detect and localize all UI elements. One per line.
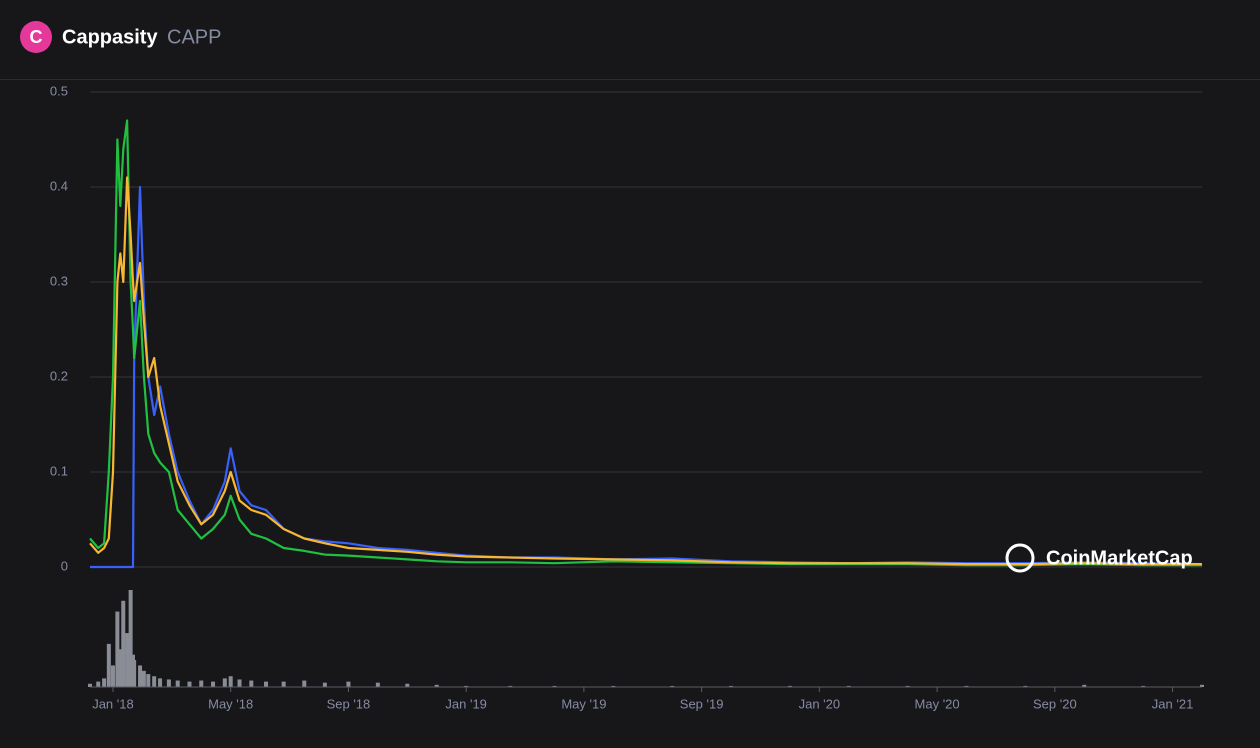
volume-bar bbox=[152, 676, 157, 687]
volume-bar bbox=[106, 643, 111, 687]
volume-bar bbox=[199, 680, 204, 687]
volume-bar bbox=[405, 683, 410, 687]
volume-bar bbox=[346, 681, 351, 687]
x-tick-label: Jan '20 bbox=[799, 696, 841, 711]
volume-bar bbox=[508, 685, 513, 687]
volume-bar bbox=[146, 674, 151, 687]
volume-bar bbox=[138, 665, 143, 687]
volume-bar bbox=[187, 681, 192, 687]
logo-letter: C bbox=[30, 27, 43, 47]
volume-bar bbox=[237, 679, 242, 687]
volume-bar bbox=[964, 685, 969, 687]
volume-bar bbox=[302, 680, 307, 687]
volume-bar bbox=[611, 685, 616, 687]
volume-bar bbox=[175, 680, 180, 687]
volume-bar bbox=[434, 684, 439, 687]
x-tick-label: May '20 bbox=[915, 696, 960, 711]
volume-bar bbox=[264, 681, 269, 687]
y-tick-label: 0.4 bbox=[50, 178, 68, 193]
y-tick-label: 0 bbox=[61, 558, 68, 573]
y-tick-label: 0.5 bbox=[50, 83, 68, 98]
x-tick-label: May '19 bbox=[561, 696, 606, 711]
volume-bar bbox=[1200, 684, 1204, 687]
volume-bar bbox=[158, 678, 163, 687]
y-tick-label: 0.3 bbox=[50, 273, 68, 288]
volume-bar bbox=[166, 679, 171, 687]
volume-bar bbox=[125, 633, 130, 687]
volume-bar bbox=[249, 680, 254, 687]
volume-bar bbox=[322, 682, 327, 687]
volume-bar bbox=[222, 678, 227, 687]
y-tick-label: 0.2 bbox=[50, 368, 68, 383]
volume-bar bbox=[88, 683, 92, 687]
logo-circle bbox=[20, 21, 52, 53]
volume-bar bbox=[228, 676, 233, 687]
volume-bar bbox=[281, 681, 286, 687]
volume-bar bbox=[115, 611, 120, 687]
volume-bar bbox=[141, 670, 146, 687]
watermark-icon bbox=[1005, 543, 1035, 573]
volume-bar bbox=[211, 681, 216, 687]
watermark-text: CoinMarketCap bbox=[1046, 547, 1193, 569]
volume-bar bbox=[905, 685, 910, 687]
volume-bar bbox=[787, 685, 792, 687]
x-tick-label: Sep '20 bbox=[1033, 696, 1077, 711]
volume-bar bbox=[110, 665, 115, 687]
x-tick-label: Jan '21 bbox=[1152, 696, 1194, 711]
volume-bar bbox=[118, 649, 123, 687]
volume-bar bbox=[846, 685, 851, 687]
volume-bar bbox=[132, 660, 137, 687]
volume-bar bbox=[1023, 685, 1028, 687]
watermark: CoinMarketCap bbox=[1005, 543, 1193, 573]
coin-name: Cappasity bbox=[62, 26, 158, 48]
y-tick-label: 0.1 bbox=[50, 463, 68, 478]
x-tick-label: Sep '19 bbox=[680, 696, 724, 711]
price-line bbox=[89, 176, 1202, 566]
volume-bar bbox=[552, 685, 557, 687]
volume-bar bbox=[375, 682, 380, 687]
x-tick-label: Jan '18 bbox=[92, 696, 134, 711]
volume-bar bbox=[128, 590, 133, 687]
x-tick-label: May '18 bbox=[208, 696, 253, 711]
volume-bar bbox=[1141, 685, 1146, 687]
x-tick-label: Jan '19 bbox=[445, 696, 487, 711]
volume-bar bbox=[464, 685, 469, 687]
volume-bar bbox=[1082, 684, 1087, 687]
x-tick-label: Sep '18 bbox=[327, 696, 371, 711]
header-bg bbox=[0, 0, 1260, 79]
volume-bar bbox=[96, 681, 101, 687]
volume-bar bbox=[121, 600, 126, 687]
volume-bar bbox=[729, 685, 734, 687]
coin-symbol: CAPP bbox=[167, 26, 221, 48]
volume-bar bbox=[670, 685, 675, 687]
volume-bar bbox=[102, 678, 107, 687]
